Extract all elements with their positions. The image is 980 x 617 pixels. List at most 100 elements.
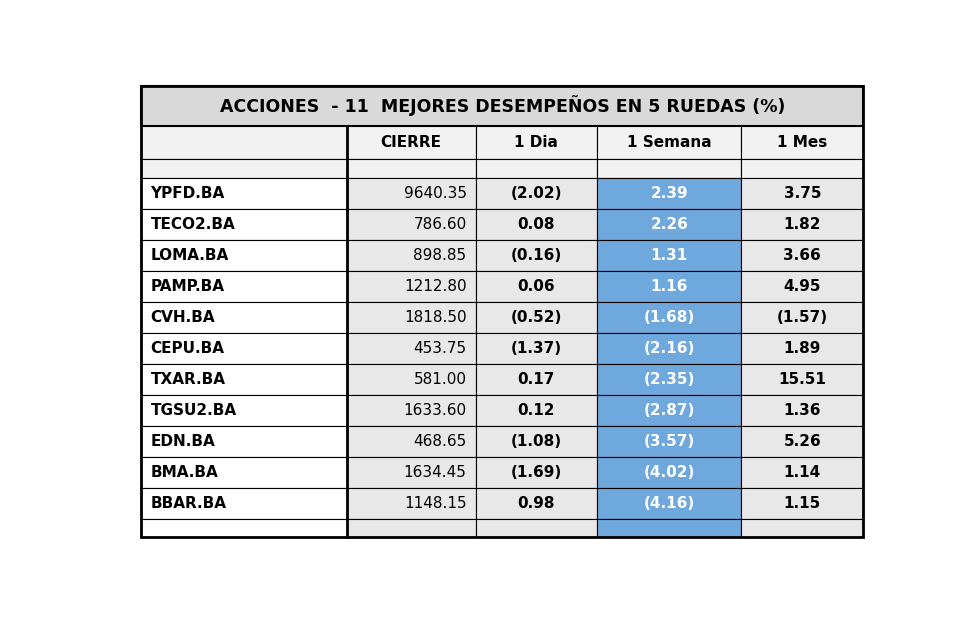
Bar bbox=[475, 395, 597, 426]
Text: CEPU.BA: CEPU.BA bbox=[151, 341, 224, 356]
Text: 1148.15: 1148.15 bbox=[404, 496, 466, 511]
Bar bbox=[347, 333, 475, 364]
Bar bbox=[475, 519, 597, 537]
Bar bbox=[475, 271, 597, 302]
Text: (2.87): (2.87) bbox=[644, 403, 695, 418]
Bar bbox=[475, 426, 597, 457]
Bar bbox=[742, 488, 863, 519]
Bar bbox=[141, 333, 347, 364]
Bar bbox=[347, 126, 475, 159]
Text: 1633.60: 1633.60 bbox=[404, 403, 466, 418]
Bar bbox=[742, 239, 863, 271]
Bar bbox=[597, 209, 742, 239]
Text: 453.75: 453.75 bbox=[414, 341, 466, 356]
Text: (1.69): (1.69) bbox=[511, 465, 563, 480]
Bar bbox=[141, 239, 347, 271]
Bar bbox=[597, 178, 742, 209]
Text: 1 Semana: 1 Semana bbox=[627, 135, 711, 150]
Bar bbox=[597, 519, 742, 537]
Bar bbox=[475, 302, 597, 333]
Bar bbox=[347, 209, 475, 239]
Text: 1 Dia: 1 Dia bbox=[514, 135, 559, 150]
Bar bbox=[141, 426, 347, 457]
Text: 0.17: 0.17 bbox=[517, 372, 555, 387]
Text: 1 Mes: 1 Mes bbox=[777, 135, 827, 150]
Bar bbox=[475, 239, 597, 271]
Text: 9640.35: 9640.35 bbox=[404, 186, 466, 201]
Text: (1.08): (1.08) bbox=[511, 434, 562, 449]
Bar bbox=[742, 457, 863, 488]
Bar bbox=[141, 271, 347, 302]
Bar bbox=[742, 178, 863, 209]
Bar bbox=[141, 178, 347, 209]
Text: 2.26: 2.26 bbox=[651, 217, 688, 231]
Bar bbox=[597, 364, 742, 395]
Bar bbox=[141, 364, 347, 395]
Text: 468.65: 468.65 bbox=[414, 434, 466, 449]
Text: PAMP.BA: PAMP.BA bbox=[151, 279, 224, 294]
Text: (2.02): (2.02) bbox=[511, 186, 563, 201]
Text: 1.31: 1.31 bbox=[651, 247, 688, 263]
Text: 0.08: 0.08 bbox=[517, 217, 556, 231]
Text: 0.06: 0.06 bbox=[517, 279, 556, 294]
Bar bbox=[347, 395, 475, 426]
Text: 1.89: 1.89 bbox=[784, 341, 821, 356]
Text: 1634.45: 1634.45 bbox=[404, 465, 466, 480]
Bar bbox=[597, 271, 742, 302]
Bar bbox=[597, 426, 742, 457]
Text: YPFD.BA: YPFD.BA bbox=[151, 186, 224, 201]
Text: ACCIONES  - 11  MEJORES DESEMPEÑOS EN 5 RUEDAS (%): ACCIONES - 11 MEJORES DESEMPEÑOS EN 5 RU… bbox=[220, 95, 785, 116]
Bar bbox=[347, 239, 475, 271]
Bar bbox=[475, 364, 597, 395]
Text: BMA.BA: BMA.BA bbox=[151, 465, 219, 480]
Bar bbox=[141, 519, 347, 537]
Text: 1.14: 1.14 bbox=[784, 465, 821, 480]
Text: 581.00: 581.00 bbox=[414, 372, 466, 387]
Text: 1818.50: 1818.50 bbox=[404, 310, 466, 325]
Bar bbox=[742, 395, 863, 426]
Bar bbox=[347, 364, 475, 395]
Bar bbox=[475, 126, 597, 159]
Bar bbox=[742, 426, 863, 457]
Text: (0.16): (0.16) bbox=[511, 247, 563, 263]
Bar bbox=[347, 271, 475, 302]
Bar bbox=[475, 209, 597, 239]
Bar bbox=[347, 178, 475, 209]
Text: 3.75: 3.75 bbox=[783, 186, 821, 201]
Text: (1.57): (1.57) bbox=[777, 310, 828, 325]
Text: TGSU2.BA: TGSU2.BA bbox=[151, 403, 237, 418]
Text: TECO2.BA: TECO2.BA bbox=[151, 217, 235, 231]
Text: 0.12: 0.12 bbox=[517, 403, 556, 418]
Text: (3.57): (3.57) bbox=[644, 434, 695, 449]
Bar bbox=[475, 333, 597, 364]
Bar bbox=[742, 126, 863, 159]
Bar bbox=[742, 271, 863, 302]
Bar bbox=[597, 395, 742, 426]
Text: (4.02): (4.02) bbox=[644, 465, 695, 480]
Bar bbox=[597, 126, 742, 159]
Bar bbox=[597, 302, 742, 333]
Text: 786.60: 786.60 bbox=[414, 217, 466, 231]
Text: (1.37): (1.37) bbox=[511, 341, 562, 356]
Bar bbox=[475, 488, 597, 519]
Text: EDN.BA: EDN.BA bbox=[151, 434, 216, 449]
Text: 1.15: 1.15 bbox=[784, 496, 821, 511]
Bar bbox=[347, 159, 475, 178]
Bar bbox=[347, 426, 475, 457]
Text: 4.95: 4.95 bbox=[783, 279, 821, 294]
Text: 1.82: 1.82 bbox=[783, 217, 821, 231]
Bar bbox=[347, 488, 475, 519]
Text: LOMA.BA: LOMA.BA bbox=[151, 247, 229, 263]
Bar bbox=[475, 457, 597, 488]
Text: TXAR.BA: TXAR.BA bbox=[151, 372, 225, 387]
Text: 898.85: 898.85 bbox=[414, 247, 466, 263]
Text: CIERRE: CIERRE bbox=[380, 135, 442, 150]
Bar bbox=[347, 302, 475, 333]
Bar bbox=[475, 159, 597, 178]
Bar bbox=[141, 457, 347, 488]
Bar bbox=[347, 519, 475, 537]
Bar bbox=[141, 209, 347, 239]
Bar bbox=[597, 333, 742, 364]
Bar bbox=[597, 159, 742, 178]
Bar bbox=[742, 302, 863, 333]
